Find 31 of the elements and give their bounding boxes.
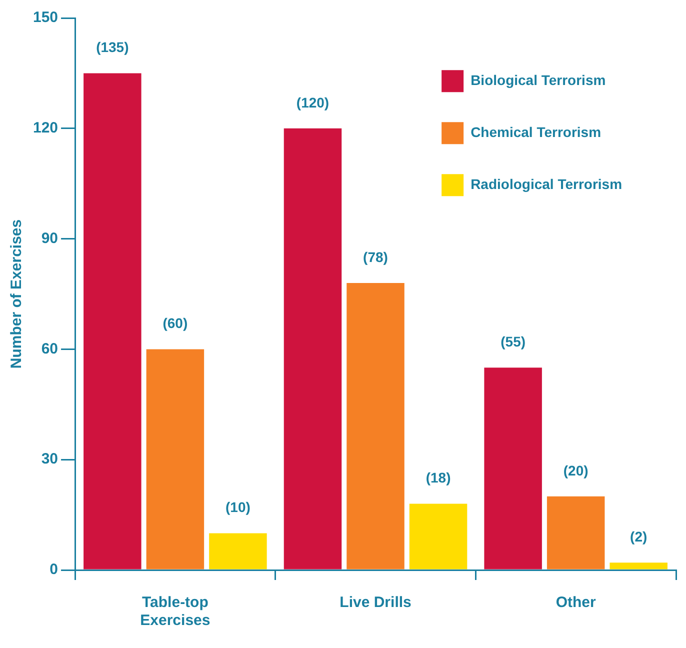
- bar: [284, 128, 342, 570]
- data-label: (135): [96, 39, 129, 56]
- bar: [610, 562, 668, 570]
- x-tick-label: Table-top Exercises: [140, 594, 210, 630]
- y-tick-label: 150: [32, 9, 58, 26]
- bar: [484, 368, 542, 570]
- bar: [409, 504, 468, 570]
- y-tick-label: 30: [41, 450, 58, 468]
- bar: [209, 533, 267, 570]
- bar: [146, 349, 204, 570]
- x-tick-label: Live Drills: [340, 594, 412, 612]
- data-label: (20): [563, 462, 588, 478]
- x-tick-label: Other: [556, 594, 596, 612]
- y-axis-title: Number of Exercises: [8, 219, 26, 369]
- data-label: (60): [162, 315, 188, 332]
- y-tick-label: 0: [50, 561, 58, 578]
- bar: [546, 496, 605, 570]
- data-label: (10): [226, 499, 250, 516]
- y-tick-label: 120: [32, 120, 58, 137]
- data-label: (2): [630, 528, 648, 544]
- data-label: (120): [296, 94, 330, 110]
- bar: [84, 73, 142, 570]
- data-label: (18): [426, 470, 451, 486]
- legend-label: Chemical Terrorism: [470, 124, 602, 140]
- y-tick-label: 60: [41, 340, 58, 358]
- legend-label: Radiological Terrorism: [470, 176, 622, 192]
- data-label: (78): [363, 248, 388, 265]
- bar: [346, 282, 404, 570]
- y-tick-label: 90: [41, 230, 58, 247]
- data-label: (55): [500, 333, 526, 350]
- legend-label: Biological Terrorism: [470, 72, 606, 88]
